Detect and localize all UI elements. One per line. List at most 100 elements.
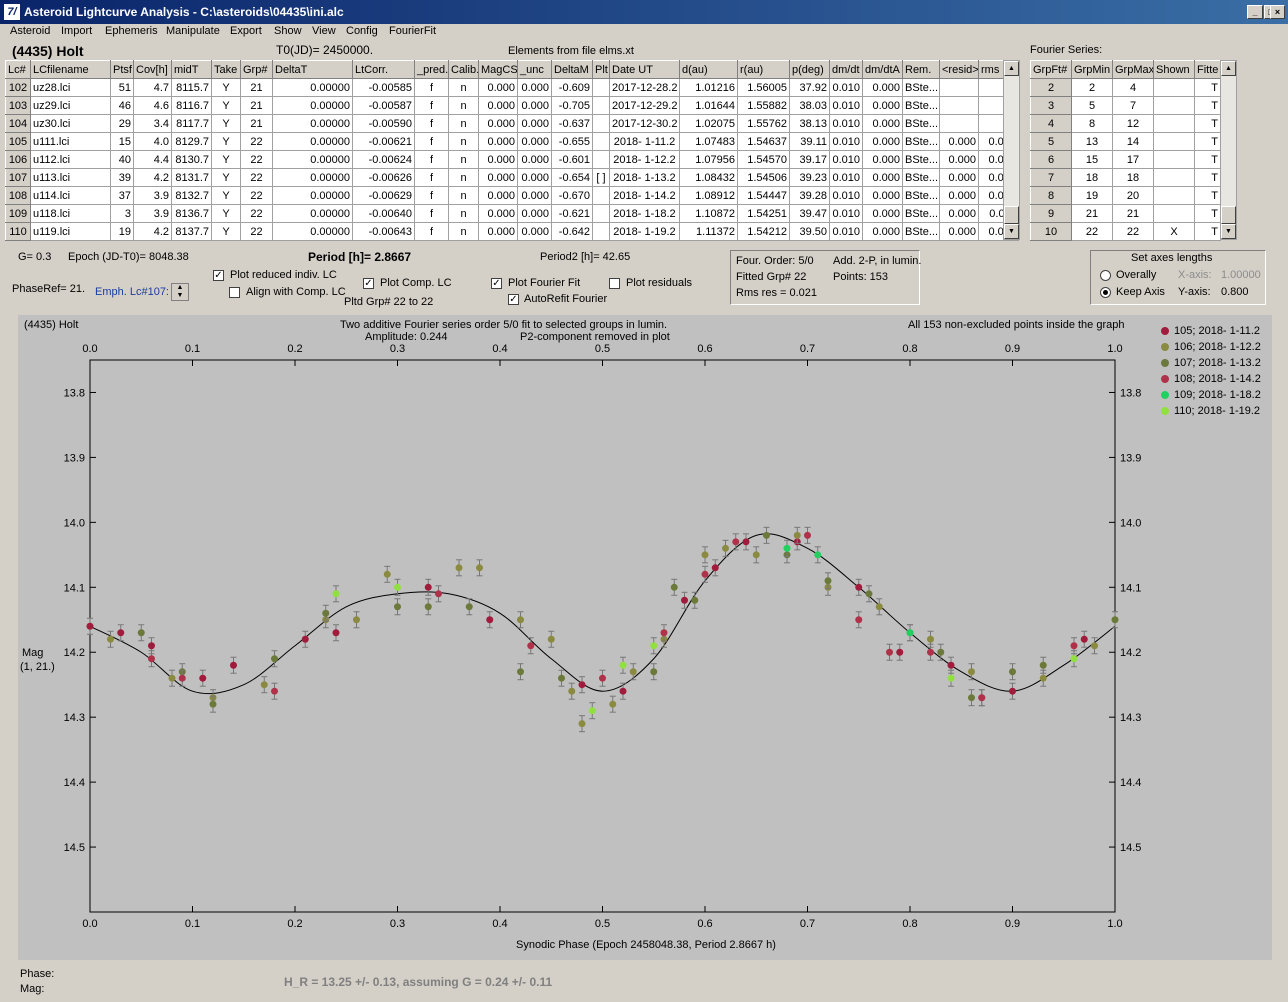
lc-col-header[interactable]: LtCorr.: [352, 60, 415, 79]
table-cell[interactable]: T: [1194, 96, 1221, 115]
lc-col-header[interactable]: _pred.: [414, 60, 449, 79]
table-cell[interactable]: -0.00626: [352, 168, 415, 187]
table-cell[interactable]: [1153, 114, 1195, 133]
table-cell[interactable]: 15: [110, 132, 134, 151]
table-cell[interactable]: n: [448, 150, 479, 169]
table-row[interactable]: 109 u118.lci 3 3.9 8136.7 Y 22 0.00000 -0.00640 f…: [5, 204, 1019, 223]
table-cell[interactable]: 0.00000: [272, 186, 353, 205]
table-cell[interactable]: 0.010: [829, 204, 863, 223]
table-cell[interactable]: -0.670: [551, 186, 593, 205]
menu-view[interactable]: View: [312, 25, 336, 37]
table-cell[interactable]: 2018- 1-18.2: [609, 204, 680, 223]
table-cell[interactable]: 2018- 1-12.2: [609, 150, 680, 169]
table-cell[interactable]: f: [414, 222, 449, 241]
table-cell[interactable]: 39.50: [789, 222, 830, 241]
table-cell[interactable]: u119.lci: [30, 222, 111, 241]
table-cell[interactable]: 0.00000: [272, 204, 353, 223]
table-cell[interactable]: 0.010: [829, 222, 863, 241]
table-cell[interactable]: 8137.7: [171, 222, 212, 241]
table-cell[interactable]: 0.000: [478, 186, 518, 205]
lc-col-header[interactable]: _unc: [517, 60, 552, 79]
row-index[interactable]: 7: [1030, 168, 1072, 187]
table-cell[interactable]: 0.00000: [272, 222, 353, 241]
table-cell[interactable]: [592, 204, 610, 223]
table-cell[interactable]: 0.000: [939, 222, 979, 241]
table-cell[interactable]: 22: [1071, 222, 1113, 241]
table-cell[interactable]: 0.010: [829, 96, 863, 115]
table-cell[interactable]: [592, 132, 610, 151]
table-cell[interactable]: 0.000: [862, 222, 903, 241]
overally-radio[interactable]: [1100, 270, 1111, 281]
table-cell[interactable]: 0.000: [517, 222, 552, 241]
table-cell[interactable]: 21: [1071, 204, 1113, 223]
table-cell[interactable]: u113.lci: [30, 168, 111, 187]
table-row[interactable]: 104 uz30.lci 29 3.4 8117.7 Y 21 0.00000 -0.00590…: [5, 114, 1019, 133]
table-cell[interactable]: uz28.lci: [30, 78, 111, 97]
table-cell[interactable]: f: [414, 96, 449, 115]
table-cell[interactable]: u112.lci: [30, 150, 111, 169]
table-cell[interactable]: -0.00640: [352, 204, 415, 223]
table-cell[interactable]: 2018- 1-11.2: [609, 132, 680, 151]
table-cell[interactable]: 0.00000: [272, 150, 353, 169]
table-cell[interactable]: 0.000: [517, 96, 552, 115]
table-cell[interactable]: T: [1194, 132, 1221, 151]
lc-col-header[interactable]: <resid>: [939, 60, 979, 79]
scroll-thumb[interactable]: [1221, 206, 1236, 224]
table-cell[interactable]: f: [414, 78, 449, 97]
table-cell[interactable]: -0.00624: [352, 150, 415, 169]
menu-config[interactable]: Config: [346, 25, 378, 37]
row-index[interactable]: 109: [5, 204, 31, 223]
fourier-col-header[interactable]: GrpMax: [1112, 60, 1154, 79]
table-cell[interactable]: 0.000: [939, 150, 979, 169]
table-cell[interactable]: n: [448, 114, 479, 133]
table-cell[interactable]: 8136.7: [171, 204, 212, 223]
lc-col-header[interactable]: DeltaT: [272, 60, 353, 79]
table-row[interactable]: 5 13 14 T: [1030, 132, 1221, 151]
row-index[interactable]: 9: [1030, 204, 1072, 223]
table-cell[interactable]: 0.010: [829, 150, 863, 169]
row-index[interactable]: 110: [5, 222, 31, 241]
table-cell[interactable]: 13: [1071, 132, 1113, 151]
table-cell[interactable]: BSte...: [902, 78, 940, 97]
table-cell[interactable]: BSte...: [902, 96, 940, 115]
table-cell[interactable]: 1.01644: [679, 96, 738, 115]
scroll-down-icon[interactable]: ▼: [1221, 224, 1236, 239]
table-cell[interactable]: BSte...: [902, 222, 940, 241]
table-cell[interactable]: Y: [211, 114, 241, 133]
table-cell[interactable]: 22: [240, 168, 273, 187]
table-cell[interactable]: 0.000: [517, 186, 552, 205]
lc-col-header[interactable]: Calib.: [448, 60, 479, 79]
menu-ephemeris[interactable]: Ephemeris: [105, 25, 158, 37]
table-cell[interactable]: -0.00587: [352, 96, 415, 115]
table-cell[interactable]: 37.92: [789, 78, 830, 97]
row-index[interactable]: 10: [1030, 222, 1072, 241]
table-cell[interactable]: 5: [1071, 96, 1113, 115]
lc-col-header[interactable]: dm/dtA: [862, 60, 903, 79]
menu-fourierfit[interactable]: FourierFit: [389, 25, 437, 37]
table-cell[interactable]: 0.000: [517, 204, 552, 223]
table-cell[interactable]: 0.00000: [272, 78, 353, 97]
row-index[interactable]: 4: [1030, 114, 1072, 133]
table-cell[interactable]: 0.000: [517, 114, 552, 133]
table-cell[interactable]: Y: [211, 168, 241, 187]
table-cell[interactable]: [939, 78, 979, 97]
table-cell[interactable]: -0.642: [551, 222, 593, 241]
table-row[interactable]: 106 u112.lci 40 4.4 8130.7 Y 22 0.00000 -0.00624…: [5, 150, 1019, 169]
table-cell[interactable]: 19: [1071, 186, 1113, 205]
table-cell[interactable]: f: [414, 150, 449, 169]
table-cell[interactable]: [1153, 96, 1195, 115]
lc-col-header[interactable]: Plt: [592, 60, 610, 79]
menu-export[interactable]: Export: [230, 25, 262, 37]
table-cell[interactable]: 7: [1112, 96, 1154, 115]
table-cell[interactable]: 2017-12-29.2: [609, 96, 680, 115]
table-cell[interactable]: [592, 186, 610, 205]
table-cell[interactable]: [592, 78, 610, 97]
table-row[interactable]: 9 21 21 T: [1030, 204, 1221, 223]
lc-table-scrollbar[interactable]: ▲ ▼: [1003, 60, 1020, 240]
yaxis-value[interactable]: 0.800: [1221, 286, 1249, 298]
table-cell[interactable]: 22: [1112, 222, 1154, 241]
table-cell[interactable]: 39.17: [789, 150, 830, 169]
table-cell[interactable]: 19: [110, 222, 134, 241]
table-cell[interactable]: 17: [1112, 150, 1154, 169]
table-cell[interactable]: 0.010: [829, 114, 863, 133]
